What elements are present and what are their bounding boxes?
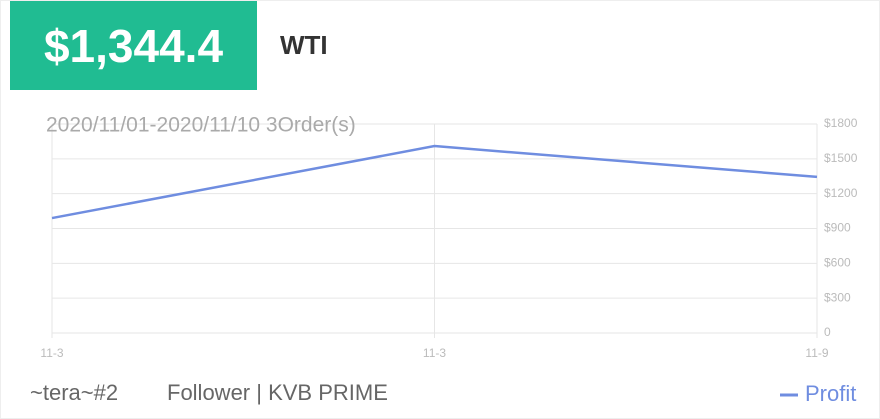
y-tick-label: $1500 [824,151,858,165]
y-tick-label: $300 [824,290,851,304]
y-tick-label: $900 [824,221,851,235]
series-line [51,144,818,220]
y-tick-label: $1200 [824,186,858,200]
symbol: WTI [280,30,328,60]
x-tick-label: 11-9 [805,346,828,360]
amount: $1,344.4 [10,0,257,90]
chart-subtitle: 2020/11/01-2020/11/10 3Order(s) [46,114,356,137]
x-tick-label: 11-3 [40,346,63,360]
user-name: ~tera~#2 [30,380,119,405]
legend-label: Profit [805,381,856,406]
account: Follower | KVB PRIME [167,380,388,405]
y-tick-label: $600 [824,256,851,270]
y-tick-label: 0 [824,325,831,339]
y-tick-label: $1800 [824,116,858,130]
x-tick-label: 11-3 [423,346,446,360]
